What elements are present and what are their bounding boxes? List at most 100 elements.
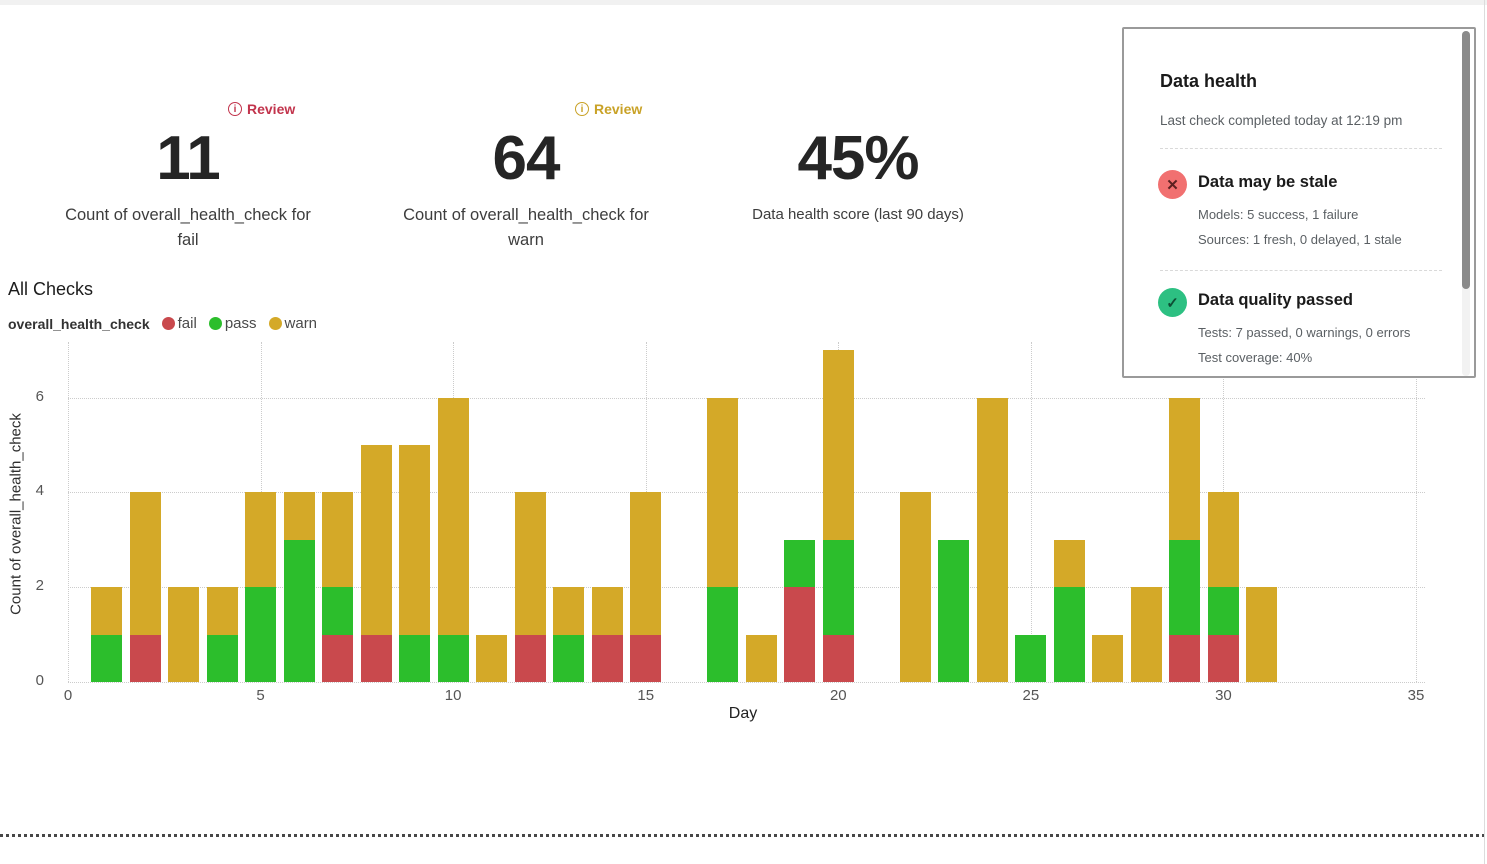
sources-status-line: Sources: 1 fresh, 0 delayed, 1 stale — [1198, 232, 1402, 247]
warn-dot-icon — [268, 317, 282, 330]
warn-bar-segment[interactable] — [1169, 397, 1201, 540]
warn-bar-segment[interactable] — [707, 397, 739, 588]
warn-bar-segment[interactable] — [1092, 634, 1124, 682]
pass-bar-segment[interactable] — [437, 634, 469, 682]
tests-status-line: Tests: 7 passed, 0 warnings, 0 errors — [1198, 325, 1411, 340]
legend-label: pass — [224, 315, 257, 332]
warn-bar-segment[interactable] — [1246, 587, 1278, 682]
warn-bar-segment[interactable] — [245, 492, 277, 588]
fail-bar-segment[interactable] — [514, 634, 546, 682]
warn-bar-segment[interactable] — [630, 492, 662, 635]
y-tick-label: 2 — [35, 577, 44, 595]
legend-label: fail — [177, 315, 197, 332]
warn-bar-segment[interactable] — [976, 397, 1008, 682]
y-gridline — [68, 397, 1425, 399]
metric-warn-value: 64 — [492, 124, 561, 193]
panel-scrollbar-thumb[interactable] — [1462, 31, 1470, 289]
pass-dot-icon — [208, 317, 222, 330]
info-icon: i — [575, 102, 589, 116]
warn-bar-segment[interactable] — [591, 587, 623, 635]
pass-bar-segment[interactable] — [91, 634, 122, 682]
quality-item-title: Data quality passed — [1198, 291, 1353, 309]
pass-bar-segment[interactable] — [1053, 587, 1085, 682]
legend-item-warn[interactable]: warn — [268, 315, 318, 332]
warn-bar-segment[interactable] — [899, 492, 931, 682]
info-icon: i — [228, 102, 242, 116]
pass-bar-segment[interactable] — [322, 587, 354, 635]
top-strip — [0, 0, 1487, 5]
pass-bar-segment[interactable] — [938, 539, 970, 682]
warn-bar-segment[interactable] — [514, 492, 546, 635]
pass-bar-segment[interactable] — [206, 634, 238, 682]
fail-bar-segment[interactable] — [360, 634, 392, 682]
fail-bar-segment[interactable] — [591, 634, 623, 682]
pass-bar-segment[interactable] — [553, 634, 585, 682]
pass-bar-segment[interactable] — [1015, 634, 1047, 682]
fail-bar-segment[interactable] — [822, 634, 854, 682]
dotted-page-divider — [0, 834, 1487, 837]
pass-bar-segment[interactable] — [399, 634, 431, 682]
x-tick-label: 20 — [829, 687, 847, 704]
warn-bar-segment[interactable] — [360, 444, 392, 635]
warn-bar-segment[interactable] — [1130, 587, 1162, 682]
fail-bar-segment[interactable] — [630, 634, 662, 682]
y-tick-label: 6 — [35, 387, 44, 405]
y-gridline — [68, 587, 1425, 589]
legend-item-pass[interactable]: pass — [208, 315, 257, 332]
warn-bar-segment[interactable] — [129, 492, 161, 635]
metric-score-label: Data health score (last 90 days) — [752, 206, 964, 223]
warn-bar-segment[interactable] — [1053, 539, 1085, 588]
data-health-panel: Data health Last check completed today a… — [1122, 27, 1476, 378]
metric-warn-label: Count of overall_health_check for warn — [403, 206, 649, 249]
pass-bar-segment[interactable] — [707, 587, 739, 682]
pass-bar-segment[interactable] — [245, 587, 277, 682]
warn-bar-segment[interactable] — [168, 587, 200, 682]
models-status-line: Models: 5 success, 1 failure — [1198, 207, 1359, 222]
warn-bar-segment[interactable] — [822, 350, 854, 540]
legend-field-label: overall_health_check — [8, 315, 150, 332]
window-right-border — [1484, 0, 1485, 864]
warn-bar-segment[interactable] — [399, 444, 431, 635]
y-tick-label: 4 — [35, 482, 44, 500]
legend-label: warn — [284, 315, 318, 332]
warn-bar-segment[interactable] — [206, 587, 238, 635]
pass-bar-segment[interactable] — [822, 539, 854, 635]
coverage-status-line: Test coverage: 40% — [1198, 350, 1313, 365]
chart-legend: overall_health_check fail pass warn — [8, 315, 317, 332]
fail-bar-segment[interactable] — [1169, 634, 1201, 682]
fail-bar-segment[interactable] — [129, 634, 161, 682]
warn-bar-segment[interactable] — [745, 634, 777, 682]
y-gridline — [68, 492, 1425, 494]
y-gridline — [68, 682, 1425, 683]
x-gridline — [1416, 342, 1417, 682]
warn-bar-segment[interactable] — [553, 587, 585, 635]
warn-bar-segment[interactable] — [283, 492, 315, 540]
x-tick-label: 35 — [1407, 687, 1425, 704]
chart-title: All Checks — [8, 279, 94, 299]
warn-bar-segment[interactable] — [476, 634, 508, 682]
fail-bar-segment[interactable] — [1207, 634, 1239, 682]
review-badge-fail[interactable]: i Review — [228, 101, 295, 117]
pass-bar-segment[interactable] — [1207, 587, 1239, 635]
y-axis-title: Count of overall_health_check — [7, 413, 25, 615]
x-circle-icon: ✕ — [1158, 170, 1187, 199]
x-tick-label: 25 — [1022, 687, 1040, 704]
fail-bar-segment[interactable] — [784, 587, 816, 682]
warn-bar-segment[interactable] — [91, 587, 122, 635]
warn-bar-segment[interactable] — [322, 492, 354, 588]
y-tick-label: 0 — [35, 672, 44, 689]
fail-dot-icon — [161, 317, 175, 330]
pass-bar-segment[interactable] — [283, 539, 315, 682]
review-badge-warn[interactable]: i Review — [575, 101, 642, 117]
warn-bar-segment[interactable] — [1207, 492, 1239, 588]
warn-bar-segment[interactable] — [437, 397, 469, 635]
fail-bar-segment[interactable] — [322, 634, 354, 682]
x-axis-title: Day — [728, 705, 758, 722]
pass-bar-segment[interactable] — [784, 539, 816, 588]
pass-bar-segment[interactable] — [1169, 539, 1201, 635]
panel-title: Data health — [1160, 71, 1258, 91]
x-tick-label: 0 — [63, 687, 73, 704]
x-tick-label: 5 — [256, 687, 265, 704]
legend-item-fail[interactable]: fail — [161, 315, 197, 332]
